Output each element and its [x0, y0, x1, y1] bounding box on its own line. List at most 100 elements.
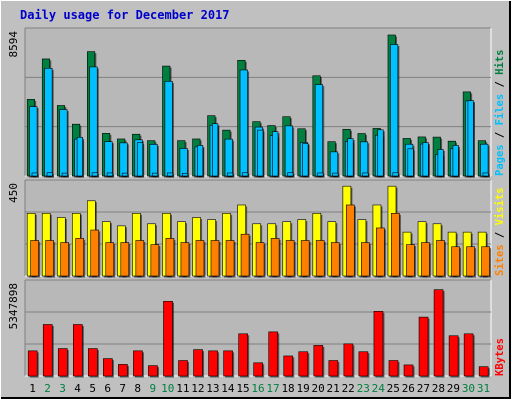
kbytes-bar	[178, 360, 188, 377]
kbytes-bar	[193, 349, 203, 377]
sites-bar	[45, 240, 54, 277]
files-bar	[224, 138, 233, 177]
kbytes-bar	[388, 360, 399, 377]
kbytes-bar	[298, 351, 309, 377]
pages-bar	[106, 172, 113, 177]
sites-bar	[466, 246, 475, 277]
kbytes-bar	[163, 300, 173, 377]
pages-bar	[197, 145, 204, 177]
pages-bar	[136, 142, 144, 177]
kbytes-bar	[133, 350, 143, 377]
x-day-label: 20	[312, 382, 325, 395]
x-day-label: 5	[89, 382, 96, 395]
kbytes-bar	[118, 364, 128, 377]
x-day-label: 30	[462, 382, 475, 395]
x-day-label: 8	[134, 382, 141, 395]
pages-bar	[121, 172, 128, 177]
sites-bar	[481, 246, 490, 277]
chart-panels: 8594 Pages / Files / Hits 450 Sites / Visit…	[7, 27, 506, 378]
sites-bar	[361, 242, 370, 277]
files-bar	[119, 142, 128, 177]
files-bar	[284, 125, 293, 177]
pages-bar	[242, 172, 249, 177]
x-day-label: 7	[119, 382, 126, 395]
legend-separator: /	[494, 225, 506, 244]
x-day-label: 24	[372, 382, 386, 395]
kbytes-bar	[57, 348, 68, 377]
kbytes-bar	[433, 289, 444, 377]
pages-bar	[91, 172, 98, 177]
sites-bar	[300, 240, 310, 277]
sites-bar	[30, 240, 39, 277]
files-bar	[149, 144, 158, 177]
kbytes-bar	[418, 316, 429, 377]
pages-bar	[61, 172, 68, 177]
kbytes-bar	[148, 365, 158, 377]
files-bar	[29, 106, 38, 177]
legend-separator: /	[494, 75, 506, 94]
sites-bar	[406, 244, 415, 277]
pages-bar	[46, 172, 53, 177]
files-bar	[239, 69, 248, 177]
sites-bar	[270, 238, 280, 277]
sites-bar	[90, 229, 100, 277]
x-day-label: 1	[29, 382, 36, 395]
pages-bar	[257, 129, 264, 177]
pages-bar	[317, 172, 324, 177]
x-axis-day-labels: 1 2 3 4 5 6 7 8 9 10 11 12 13 14 15 16 17 18 19 20 21 22 23 24 2…	[29, 382, 490, 395]
sites-bar	[330, 242, 340, 277]
panel-0-legend: Pages / Files / Hits	[494, 50, 506, 176]
sites-bar	[60, 242, 69, 277]
files-bar	[164, 81, 173, 177]
sites-bar	[376, 227, 385, 277]
pages-bar	[332, 172, 339, 177]
sites-bar	[120, 242, 130, 277]
kbytes-bar	[463, 333, 474, 377]
files-bar	[59, 109, 68, 177]
pages-bar	[272, 131, 279, 177]
pages-bar	[467, 100, 474, 177]
panel-1-legend: Sites / Visits	[494, 187, 506, 276]
x-day-label: 19	[296, 382, 309, 395]
x-day-label: 6	[104, 382, 111, 395]
legend-files: Files	[494, 94, 506, 126]
kbytes-bar	[403, 364, 414, 377]
files-bar	[104, 141, 113, 177]
kbytes-bar	[283, 355, 294, 377]
pages-bar	[347, 138, 354, 177]
x-day-label: 26	[402, 382, 415, 395]
sites-bar	[345, 204, 355, 277]
pages-bar	[407, 148, 414, 177]
x-day-label: 31	[477, 382, 490, 395]
pages-bar	[182, 172, 189, 177]
files-bar	[89, 66, 98, 177]
kbytes-bar	[88, 348, 98, 377]
chart-title: Daily usage for December 2017	[20, 8, 230, 22]
sites-bar	[150, 244, 160, 277]
sites-bar	[210, 240, 220, 277]
sites-bar	[255, 242, 265, 277]
pages-bar	[437, 149, 444, 177]
kbytes-bar	[42, 324, 53, 377]
kbytes-bar	[358, 351, 369, 377]
x-day-label: 18	[281, 382, 294, 395]
kbytes-bar	[268, 331, 279, 377]
x-day-label: 3	[59, 382, 66, 395]
panel-2-ymax-label: 5347898	[7, 283, 20, 329]
pages-bar	[377, 129, 384, 177]
legend-hits: Hits	[494, 50, 506, 75]
sites-bar	[240, 233, 250, 277]
legend-visits: Visits	[494, 187, 506, 225]
sites-bar	[135, 240, 145, 277]
sites-bar	[165, 238, 175, 277]
kbytes-bar	[313, 345, 324, 377]
files-bar	[179, 148, 188, 177]
pages-bar	[151, 172, 159, 177]
panel-0-ymax-label: 8594	[7, 31, 20, 58]
x-day-label: 10	[161, 382, 174, 395]
x-day-label: 13	[206, 382, 219, 395]
x-day-label: 22	[342, 382, 355, 395]
x-day-label: 27	[417, 382, 430, 395]
files-bar	[329, 151, 339, 177]
